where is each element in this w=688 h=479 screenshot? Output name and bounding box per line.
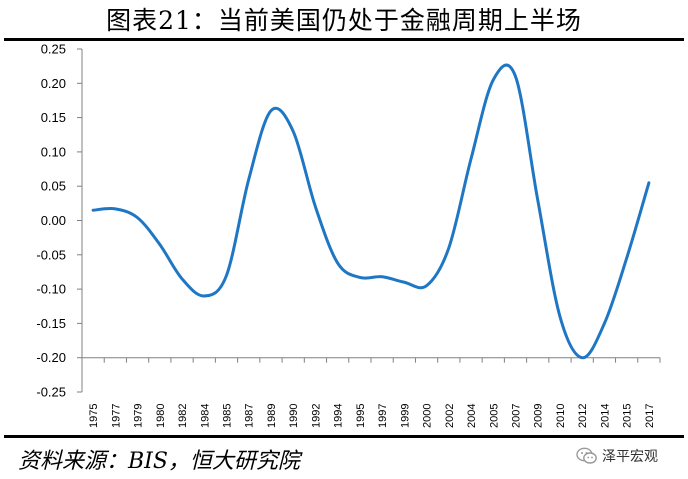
x-tick-label: 1980 [155,404,167,428]
brand-watermark: 泽平宏观 [576,444,658,468]
chart-title: 图表21：当前美国仍处于金融周期上半场 [106,6,582,35]
x-tick-label: 1977 [110,404,122,428]
x-tick-label: 1990 [288,404,300,428]
x-tick-label: 2017 [644,404,656,428]
y-tick-label: 0.00 [41,213,66,228]
x-tick-label: 2004 [466,404,478,428]
x-tick-label: 1999 [399,404,411,428]
x-tick-label: 2002 [444,404,456,428]
x-tick-label: 2010 [555,404,567,428]
y-tick-label: -0.20 [36,350,66,365]
y-tick-label: -0.10 [36,282,66,297]
series-line-0 [91,63,651,360]
x-tick-label: 1995 [355,404,367,428]
y-tick-label: -0.05 [36,247,66,262]
x-tick-label: 1994 [333,404,345,428]
x-tick-label: 2015 [622,404,634,428]
y-tick-label: 0.10 [41,144,66,159]
y-tick-label: -0.15 [36,316,66,331]
x-tick-label: 2009 [533,404,545,428]
y-tick-label: -0.25 [36,385,66,400]
x-tick-label: 1984 [199,404,211,428]
x-tick-label: 1987 [244,404,256,428]
x-tick-label: 1997 [377,404,389,428]
y-tick-label: 0.05 [41,179,66,194]
x-tick-label: 2007 [511,404,523,428]
y-tick-label: 0.25 [41,42,66,57]
source-note: 资料来源：BIS，恒大研究院 [18,449,300,474]
x-axis: 1975 1977 1979 1980 1982 1984 1985 1987 1989 1990… [81,357,661,428]
top-rule [4,38,684,41]
x-tick-label: 2012 [577,404,589,428]
x-tick-label: 2005 [488,404,500,428]
x-tick-label: 1989 [266,404,278,428]
x-tick-label: 1985 [222,404,234,428]
x-tick-label: 1982 [177,404,189,428]
x-tick-label: 1992 [310,404,322,428]
x-tick-label: 2000 [422,404,434,428]
wechat-icon [576,447,597,464]
brand-label: 泽平宏观 [602,449,658,465]
x-tick-label: 2014 [599,404,611,428]
y-tick-label: 0.15 [41,110,66,125]
x-tick-label: 1975 [88,404,100,428]
x-tick-label: 1979 [133,404,145,428]
y-tick-label: 0.20 [41,76,66,91]
series-layer [91,63,651,360]
y-axis: 0.25 0.20 0.15 0.10 0.05 0.00 -0.05 -0.10 -0.15 -… [36,42,83,400]
bottom-rule [4,435,684,438]
